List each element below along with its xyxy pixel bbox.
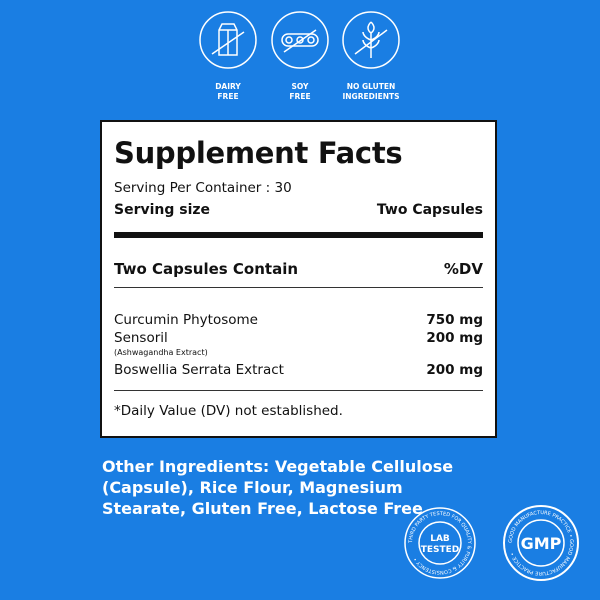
other-ingredients: Other Ingredients: Vegetable Cellulose (… <box>102 457 454 518</box>
supplement-facts-panel: Supplement Facts Serving Per Container :… <box>100 120 497 438</box>
contain-header: Two Capsules Contain <box>114 260 299 278</box>
serving-size-value: Two Capsules <box>376 202 483 218</box>
ingredient-name: Boswellia Serrata Extract <box>114 362 284 378</box>
ingredient-amount: 750 mg <box>426 312 483 328</box>
gmp-badge: GOOD MANUFACTURE PRACTICE • GOOD MANUFAC… <box>503 505 579 581</box>
soy-free-label: SOY FREE <box>255 82 345 102</box>
soy-free-label-line2: FREE <box>289 92 311 101</box>
soy-free-label-line1: SOY <box>291 82 309 91</box>
gluten-free-icon <box>342 11 400 69</box>
gluten-free-label-line2: INGREDIENTS <box>342 92 400 101</box>
dairy-free-icon <box>199 11 257 69</box>
dv-header: %DV <box>443 260 483 278</box>
gluten-free-label: NO GLUTEN INGREDIENTS <box>326 82 416 102</box>
ingredient-subtext: (Ashwagandha Extract) <box>114 348 208 357</box>
divider-thick <box>114 232 483 238</box>
ingredient-name: Curcumin Phytosome <box>114 312 258 328</box>
divider <box>114 390 483 391</box>
ingredient-amount: 200 mg <box>426 330 483 346</box>
facts-title: Supplement Facts <box>114 136 403 170</box>
serving-per-container: Serving Per Container : 30 <box>114 180 292 196</box>
gluten-free-label-line1: NO GLUTEN <box>346 82 396 91</box>
serving-size-label: Serving size <box>114 202 211 218</box>
lab-badge-line1: LAB <box>430 534 450 544</box>
lab-badge-line2: TESTED <box>421 545 460 555</box>
footnote: *Daily Value (DV) not established. <box>114 403 343 419</box>
gmp-badge-text: GMP <box>521 534 562 553</box>
lab-tested-badge: THIRD PARTY TESTED FOR QUALITY & PURITY … <box>404 507 476 579</box>
soy-free-icon <box>271 11 329 69</box>
dairy-free-label-line1: DAIRY <box>215 82 241 91</box>
dairy-free-label: DAIRY FREE <box>183 82 273 102</box>
divider <box>114 287 483 288</box>
dairy-free-label-line2: FREE <box>217 92 239 101</box>
ingredient-amount: 200 mg <box>426 362 483 378</box>
ingredient-name: Sensoril <box>114 330 168 346</box>
